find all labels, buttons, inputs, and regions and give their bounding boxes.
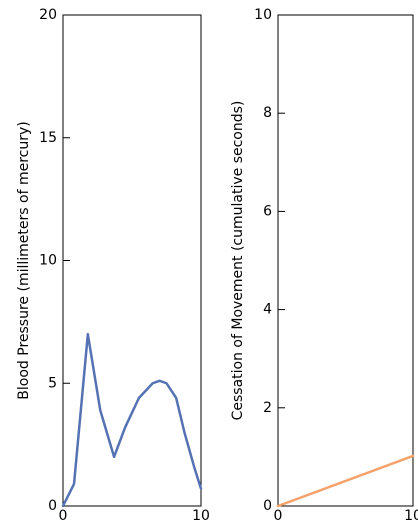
y-tick-label: 4: [263, 302, 272, 318]
x-tick-label: 10: [192, 508, 210, 524]
y-tick-label: 6: [263, 203, 272, 219]
y-axis-label: Cessation of Movement (cumulative second…: [230, 101, 246, 421]
chart-panel-2: 0 2 4 6 8 10 0 10 Cessation of Movement (cumulat…: [230, 7, 418, 524]
y-tick-label: 20: [39, 7, 57, 23]
y-tick-label: 2: [263, 400, 272, 416]
chart-panel-1: 0 5 10 15 20 0 10 Blood Pressure (millimeters o…: [16, 7, 210, 524]
y-tick-label: 0: [48, 498, 57, 514]
y-tick-label: 10: [254, 7, 272, 23]
plot-frame: [277, 14, 414, 507]
series-line-1: [61, 332, 203, 508]
x-tick-label: 10: [404, 508, 418, 524]
y-tick-label: 5: [48, 375, 57, 391]
y-tick-label: 8: [263, 105, 272, 121]
y-tick-label: 15: [39, 130, 57, 146]
y-tick-label: 0: [263, 498, 272, 514]
y-axis-label: Blood Pressure (millimeters of mercury): [16, 121, 32, 399]
plot-frame: [62, 14, 202, 507]
x-tick-label: 0: [59, 508, 68, 524]
y-tick-label: 10: [39, 253, 57, 269]
x-tick-label: 0: [274, 508, 283, 524]
series-line-1: [276, 454, 415, 508]
